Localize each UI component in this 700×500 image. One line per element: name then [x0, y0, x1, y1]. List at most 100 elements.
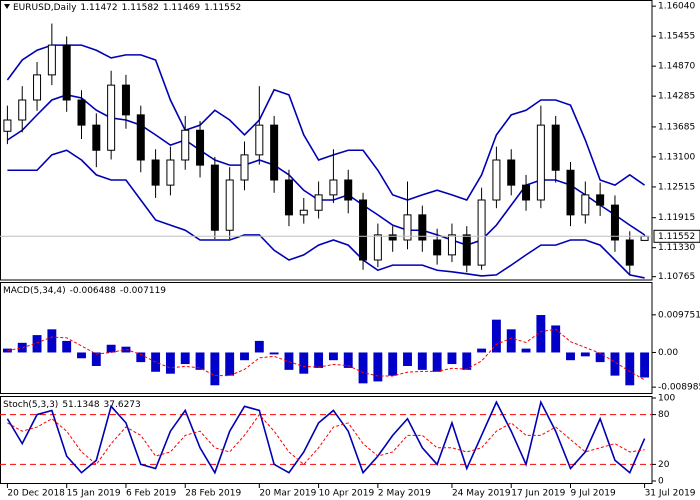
price-panel — [0, 0, 653, 281]
y-tick-label: 1.16040 — [658, 2, 695, 12]
x-tick-label: 31 Jul 2019 — [645, 489, 696, 499]
candle-body — [255, 124, 264, 156]
candle-body — [373, 234, 382, 261]
macd-bar — [254, 340, 264, 353]
candle-body — [166, 159, 175, 186]
panel-header: Stoch(5,3,3) 51.1348 37.6273 — [3, 400, 141, 410]
header-value: 51.1348 — [62, 400, 99, 410]
x-tick-label: 20 Mar 2019 — [259, 489, 316, 499]
candle-body — [314, 194, 323, 211]
macd-bar — [299, 352, 309, 374]
indicator-label: MACD(5,34,4) — [3, 286, 66, 296]
candle-body — [640, 235, 649, 241]
macd-signal-line — [7, 328, 645, 381]
macd-bar — [225, 352, 235, 376]
x-tick-label: 10 Apr 2019 — [319, 489, 375, 499]
macd-bar — [284, 352, 294, 370]
candle-body — [566, 169, 575, 216]
macd-bar — [595, 352, 605, 363]
candle-body — [551, 124, 560, 171]
macd-bar — [195, 352, 205, 370]
x-tick-label: 6 Feb 2019 — [126, 489, 177, 499]
y-tick-label: 100 — [658, 394, 675, 404]
macd-bar — [551, 325, 561, 353]
macd-bar — [314, 352, 324, 368]
x-tick-label: 9 Jul 2019 — [571, 489, 616, 499]
candle-body — [33, 74, 42, 101]
macd-bar — [462, 352, 472, 370]
macd-bar — [506, 329, 516, 353]
y-tick-label: 1.15455 — [658, 32, 695, 42]
y-tick-label: -0.008985 — [658, 383, 700, 393]
panel-header: EURUSD,Daily 1.11472 1.11582 1.11469 1.11552 — [13, 3, 241, 13]
header-value: 1.11469 — [163, 3, 200, 13]
last-price-label: 1.11552 — [658, 232, 695, 242]
y-tick-label: 1.12515 — [658, 182, 695, 192]
candle-body — [344, 179, 353, 201]
y-tick-label: 1.14870 — [658, 62, 695, 72]
candle-body — [477, 199, 486, 266]
macd-bar — [77, 352, 86, 359]
macd-bar — [580, 352, 590, 357]
candle-body — [121, 84, 130, 116]
candle-body — [536, 124, 545, 201]
candle-body — [625, 239, 634, 266]
symbol-icon — [4, 4, 10, 9]
candle-body — [492, 159, 501, 201]
y-tick-label: 0.00 — [658, 348, 678, 358]
macd-bar — [240, 352, 249, 361]
macd-bar — [180, 352, 190, 365]
x-tick-label: 20 Dec 2018 — [7, 489, 65, 499]
panel-header: MACD(5,34,4) -0.006488 -0.007119 — [3, 286, 166, 296]
macd-bar — [521, 348, 531, 353]
x-tick-label: 28 Feb 2019 — [185, 489, 241, 499]
candle-body — [596, 194, 605, 206]
y-tick-label: 1.11915 — [658, 213, 695, 223]
candle-body — [240, 154, 249, 181]
x-tick-label: 2 May 2019 — [378, 489, 431, 499]
indicator-label: Stoch(5,3,3) — [3, 400, 58, 410]
candle-body — [610, 204, 619, 241]
candle-body — [447, 234, 456, 256]
header-value: 1.11472 — [80, 3, 117, 13]
candle-body — [462, 234, 471, 266]
candle-body — [47, 44, 56, 76]
candle-body — [210, 164, 219, 231]
header-value: 1.11582 — [122, 3, 159, 13]
header-value: 1.11552 — [204, 3, 241, 13]
y-tick-label: 1.11330 — [658, 243, 695, 253]
candle-body — [136, 114, 145, 161]
candle-body — [151, 159, 160, 186]
macd-bar — [328, 352, 338, 361]
macd-bar — [447, 352, 457, 365]
candle-body — [284, 179, 293, 216]
macd-bar — [536, 315, 546, 353]
macd-bar — [106, 344, 116, 353]
candle-body — [18, 99, 27, 121]
macd-bar — [358, 352, 368, 384]
candle-body — [77, 99, 86, 126]
x-tick-label: 15 Jan 2019 — [67, 489, 121, 499]
macd-bar — [47, 329, 57, 353]
candle-body — [62, 44, 71, 101]
y-tick-label: 1.13100 — [658, 152, 695, 162]
macd-bar — [403, 352, 412, 366]
y-tick-label: 80 — [658, 410, 670, 420]
macd-bar — [91, 352, 101, 366]
indicator-label: EURUSD,Daily — [13, 3, 77, 13]
candle-body — [299, 209, 308, 216]
macd-bar — [373, 352, 383, 382]
candle-body — [522, 184, 531, 201]
stoch-signal-line — [7, 413, 645, 466]
candle-body — [270, 124, 279, 181]
candle-body — [418, 214, 427, 241]
band-lower — [7, 149, 645, 279]
candle-body — [433, 239, 442, 256]
macd-bar — [269, 352, 279, 355]
macd-bar — [32, 335, 42, 353]
candle-body — [3, 119, 12, 132]
macd-bar — [610, 352, 620, 376]
macd-bar — [2, 348, 12, 353]
